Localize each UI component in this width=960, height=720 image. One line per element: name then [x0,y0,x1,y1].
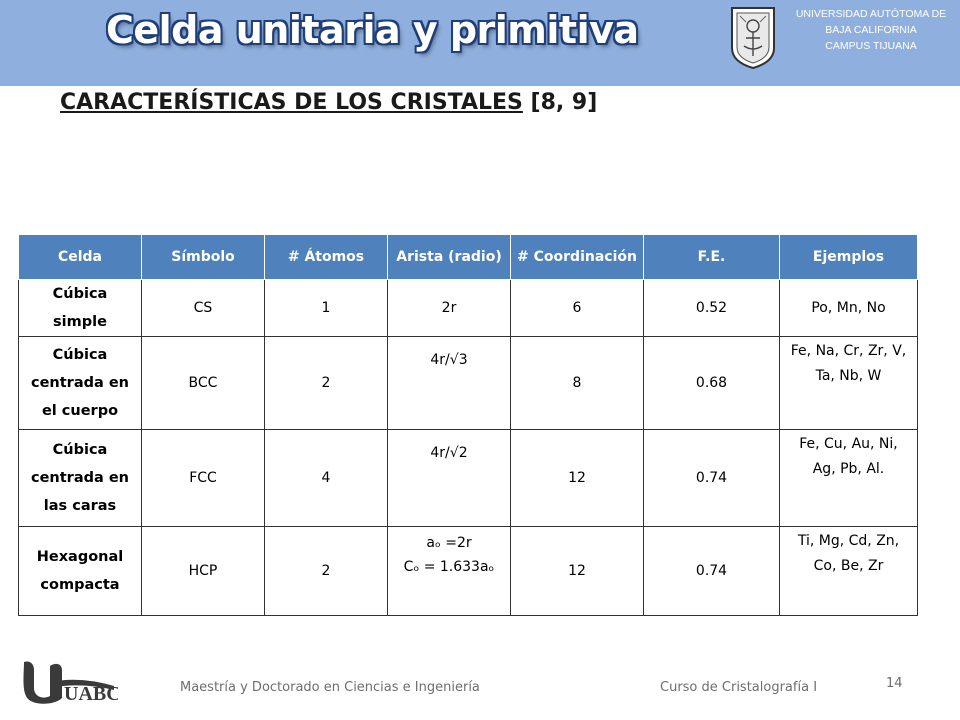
cell-simbolo: FCC [141,429,265,527]
logo-text: UABC [64,683,118,705]
header-celda: Celda [18,234,142,280]
cell-fe: 0.74 [643,526,780,616]
crystal-characteristics-table: Celda Símbolo # Átomos Arista (radio) # … [18,234,918,616]
cell-text: compacta [40,577,120,593]
header-coordinacion: # Coordinación [510,234,644,280]
cell-ejemplos: Fe, Na, Cr, Zr, V, Ta, Nb, W [779,336,918,430]
page-number: 14 [886,676,903,691]
university-seal-icon [731,7,775,70]
table-row: Cúbica simple CS 1 2r 6 0.52 Po, Mn, No [18,279,918,337]
header-ejemplos: Ejemplos [779,234,918,280]
table-row: Cúbica centrada en el cuerpo BCC 2 4r/√3… [18,336,918,430]
cell-arista: 2r [387,279,511,337]
table-header-row: Celda Símbolo # Átomos Arista (radio) # … [18,234,918,280]
section-heading-main: CARACTERÍSTICAS DE LOS CRISTALES [60,90,523,115]
footer-course: Curso de Cristalografía I [660,680,818,695]
cell-text: Po, Mn, No [811,300,886,316]
cell-text: simple [53,314,107,330]
cell-arista: aₒ =2r Cₒ = 1.633aₒ [387,526,511,616]
cell-text: Cₒ = 1.633aₒ [403,559,495,575]
cell-coordinacion: 12 [510,429,644,527]
cell-coordinacion: 6 [510,279,644,337]
section-heading-refs: [8, 9] [522,90,598,115]
cell-coordinacion: 8 [510,336,644,430]
header-fe: F.E. [643,234,780,280]
cell-text: Cúbica [52,347,108,363]
header-simbolo: Símbolo [141,234,265,280]
cell-text: Cúbica [52,286,108,302]
cell-arista: 4r/√3 [387,336,511,430]
cell-coordinacion: 12 [510,526,644,616]
cell-fe: 0.52 [643,279,780,337]
table-row: Cúbica centrada en las caras FCC 4 4r/√2… [18,429,918,527]
cell-text: Hexagonal [36,549,124,565]
cell-atomos: 4 [264,429,388,527]
cell-celda: Hexagonal compacta [18,526,142,616]
cell-simbolo: CS [141,279,265,337]
cell-text: Ag, Pb, Al. [812,461,885,477]
university-line-3: CAMPUS TIJUANA [825,40,917,52]
cell-text: Fe, Cu, Au, Ni, [799,436,898,452]
cell-fe: 0.74 [643,429,780,527]
cell-atomos: 2 [264,336,388,430]
university-line-2: BAJA CALIFORNIA [825,24,917,36]
cell-ejemplos: Ti, Mg, Cd, Zn, Co, Be, Zr [779,526,918,616]
cell-celda: Cúbica simple [18,279,142,337]
cell-text: Fe, Na, Cr, Zr, V, [790,343,907,359]
cell-fe: 0.68 [643,336,780,430]
section-heading: CARACTERÍSTICAS DE LOS CRISTALES [8, 9] [60,90,597,115]
university-line-1: UNIVERSIDAD AUTÓTOMA DE [795,8,947,20]
cell-text: Ta, Nb, W [815,368,882,384]
cell-text: Cúbica [52,442,108,458]
university-name: UNIVERSIDAD AUTÓTOMA DE BAJA CALIFORNIA … [786,6,956,54]
cell-simbolo: HCP [141,526,265,616]
cell-text: centrada en [31,470,129,486]
cell-text: 4r/√3 [430,352,468,368]
cell-atomos: 2 [264,526,388,616]
cell-arista: 4r/√2 [387,429,511,527]
cell-celda: Cúbica centrada en el cuerpo [18,336,142,430]
slide-title: Celda unitaria y primitiva [106,8,639,52]
header-arista: Arista (radio) [387,234,511,280]
cell-text: aₒ =2r [426,535,472,551]
cell-celda: Cúbica centrada en las caras [18,429,142,527]
cell-text: las caras [43,498,117,514]
header-atomos: # Átomos [264,234,388,280]
cell-text: Ti, Mg, Cd, Zn, [797,533,900,549]
uabc-logo: UABC [23,661,118,705]
cell-text: 4r/√2 [430,445,468,461]
cell-ejemplos: Fe, Cu, Au, Ni, Ag, Pb, Al. [779,429,918,527]
footer-program: Maestría y Doctorado en Ciencias e Ingen… [180,680,480,695]
table-row: Hexagonal compacta HCP 2 aₒ =2r Cₒ = 1.6… [18,526,918,616]
cell-atomos: 1 [264,279,388,337]
cell-text: el cuerpo [41,403,119,419]
cell-text: 2r [441,300,457,316]
cell-ejemplos: Po, Mn, No [779,279,918,337]
cell-text: Co, Be, Zr [813,558,884,574]
cell-text: centrada en [31,375,129,391]
cell-simbolo: BCC [141,336,265,430]
header-bar: Celda unitaria y primitiva UNIVERSIDAD A… [0,0,960,86]
